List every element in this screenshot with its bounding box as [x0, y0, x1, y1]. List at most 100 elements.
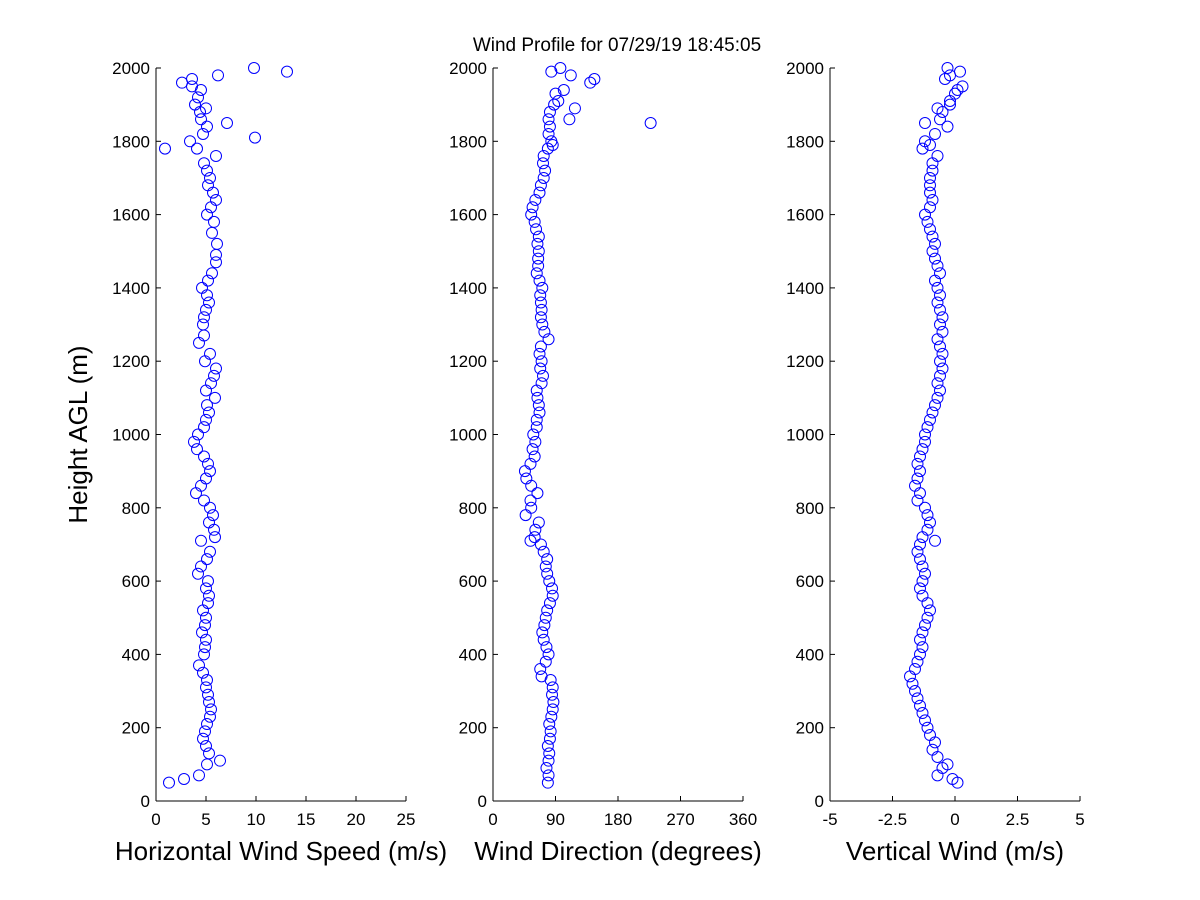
- data-point: [931, 281, 944, 294]
- data-point: [203, 406, 215, 419]
- data-point: [201, 208, 213, 221]
- data-point: [539, 560, 552, 573]
- data-point: [210, 362, 222, 375]
- data-point: [924, 186, 936, 199]
- data-point: [541, 776, 554, 789]
- data-point: [530, 413, 543, 426]
- data-point: [248, 62, 260, 74]
- data-point: [199, 619, 211, 632]
- data-point: [533, 186, 546, 199]
- y-tick-label: 200: [122, 719, 150, 738]
- data-point: [931, 751, 944, 764]
- data-point: [204, 171, 216, 184]
- data-point: [206, 226, 218, 239]
- data-point: [193, 336, 205, 349]
- data-point: [951, 83, 964, 96]
- data-point: [209, 391, 221, 404]
- data-point: [195, 113, 207, 126]
- data-point: [532, 245, 545, 258]
- data-point: [538, 325, 551, 338]
- data-point: [911, 472, 924, 485]
- data-point: [934, 340, 946, 353]
- data-point: [203, 747, 215, 760]
- data-point: [202, 688, 214, 701]
- data-point: [919, 116, 931, 129]
- data-point: [196, 626, 208, 639]
- data-point: [924, 516, 936, 529]
- data-point: [535, 670, 548, 683]
- data-point: [934, 113, 946, 126]
- data-point: [201, 164, 213, 177]
- y-tick-label: 1200: [112, 352, 150, 371]
- data-point: [921, 611, 934, 624]
- data-point: [539, 655, 552, 668]
- data-point: [919, 714, 931, 727]
- data-point: [198, 421, 210, 434]
- data-point: [201, 289, 213, 302]
- data-point: [198, 494, 210, 507]
- y-tick-label: 200: [459, 719, 487, 738]
- data-point: [914, 553, 926, 566]
- data-point: [541, 740, 554, 753]
- x-tick-label: 5: [201, 810, 210, 829]
- data-point: [538, 619, 551, 632]
- data-point: [934, 303, 946, 316]
- data-point: [546, 582, 559, 595]
- data-point: [208, 215, 220, 228]
- data-point: [568, 102, 581, 115]
- data-point: [954, 65, 966, 78]
- data-point: [946, 773, 959, 786]
- data-point: [534, 340, 547, 353]
- data-point: [909, 685, 921, 698]
- data-point: [916, 589, 929, 602]
- data-point: [200, 681, 212, 694]
- data-point: [936, 362, 949, 375]
- y-tick-label: 2000: [786, 59, 824, 78]
- y-tick-label: 1000: [786, 426, 824, 445]
- data-point: [564, 69, 577, 82]
- data-point: [934, 318, 946, 331]
- data-point: [535, 303, 548, 316]
- y-tick-label: 800: [459, 499, 487, 518]
- data-point: [934, 267, 946, 280]
- data-point: [941, 758, 954, 771]
- data-point: [200, 611, 212, 624]
- data-point: [546, 589, 559, 602]
- data-point: [919, 501, 931, 514]
- data-point: [914, 487, 926, 500]
- y-tick-label: 600: [122, 572, 150, 591]
- data-point: [191, 142, 203, 155]
- data-point: [205, 377, 217, 390]
- data-point: [919, 619, 931, 632]
- data-point: [926, 193, 939, 206]
- data-point: [914, 648, 926, 661]
- data-point: [547, 696, 560, 709]
- data-point: [198, 311, 210, 324]
- data-point: [554, 62, 567, 74]
- data-point: [199, 725, 211, 738]
- y-tick-label: 0: [478, 792, 487, 811]
- data-point: [546, 703, 559, 716]
- data-point: [201, 399, 213, 412]
- data-point: [532, 399, 545, 412]
- data-point: [931, 102, 944, 115]
- data-point: [549, 87, 562, 100]
- data-point: [914, 465, 926, 478]
- data-point: [198, 450, 210, 463]
- data-point: [931, 391, 944, 404]
- data-point: [214, 754, 226, 767]
- data-point: [206, 267, 218, 280]
- data-point: [526, 201, 539, 214]
- data-point: [904, 670, 916, 683]
- data-point: [543, 747, 556, 760]
- data-point: [528, 531, 541, 544]
- y-tick-label: 1000: [112, 426, 150, 445]
- y-tick-label: 1800: [112, 132, 150, 151]
- data-point: [201, 553, 213, 566]
- y-tick-label: 800: [122, 499, 150, 518]
- panel-1: 0 200 400 600 800 1000 1200 1400 1600 1800 2000 0 5 1…: [63, 59, 447, 866]
- data-point: [944, 98, 956, 111]
- x-tick-label: 0: [950, 810, 959, 829]
- data-point: [204, 501, 216, 514]
- data-point: [194, 105, 206, 118]
